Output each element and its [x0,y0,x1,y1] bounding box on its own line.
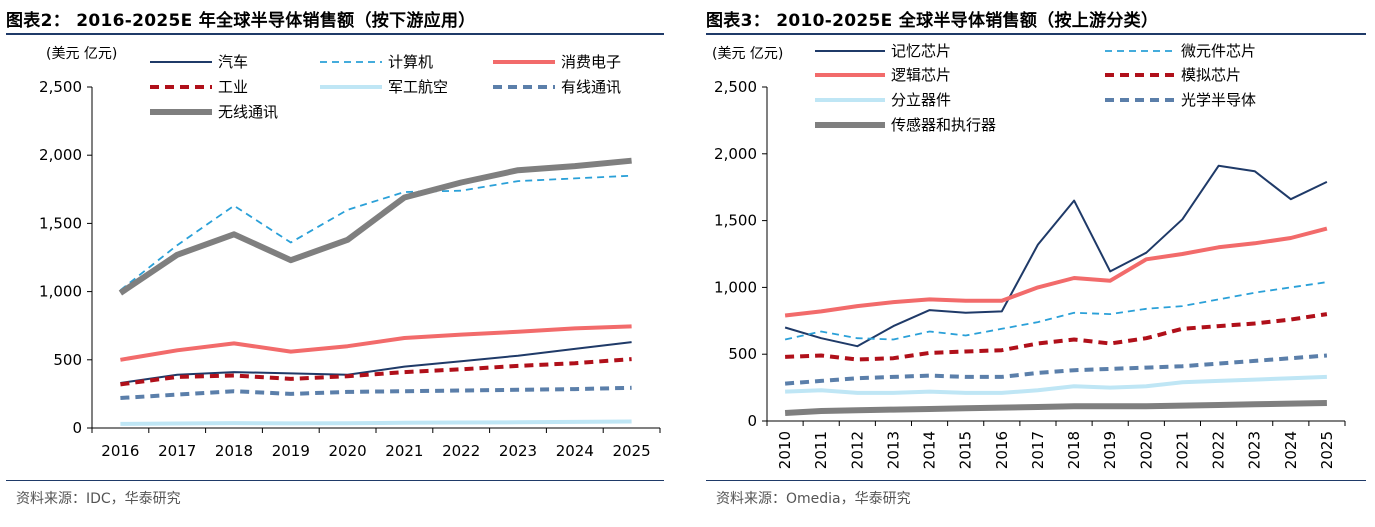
source-rule [6,480,664,481]
title-rule [706,33,1366,35]
x-tick-label: 2014 [921,431,939,469]
x-tick-label: 2016 [101,442,139,460]
legend-label: 无线通讯 [218,103,278,121]
y-tick-label: 0 [747,412,757,430]
x-tick-label: 2025 [613,442,651,460]
y-tick-label: 0 [72,419,82,437]
legend-label: 记忆芯片 [891,42,951,60]
x-tick-label: 2020 [329,442,367,460]
chart-title: 图表3： 2010-2025E 全球半导体销售额（按上游分类） [706,11,1159,31]
legend-label: 模拟芯片 [1181,66,1241,84]
y-tick-label: 1,000 [714,278,757,296]
plot-group: (美元 亿元) 0 500 1,000 1,500 2,000 2,500 2016 2017 2… [39,46,661,460]
series-line-1 [119,174,632,291]
series-line-1 [784,281,1328,341]
legend-label: 光学半导体 [1181,91,1256,109]
y-tick-label: 500 [53,351,82,369]
legend-label: 微元件芯片 [1181,42,1256,60]
legend-label: 分立器件 [891,91,951,109]
title-rule [6,33,664,35]
x-tick-label: 2019 [272,442,310,460]
series-line-4 [785,374,1327,395]
x-tick-label: 2023 [1246,431,1264,469]
x-tick-label: 2018 [215,442,253,460]
legend-label: 军工航空 [388,78,448,96]
line-chart-application: (美元 亿元) 0 500 1,000 1,500 2,000 2,500 2016 2017 2… [39,46,661,460]
chart-title: 图表2： 2016-2025E 年全球半导体销售额（按下游应用） [6,11,476,31]
x-tick-label: 2020 [1137,431,1155,469]
chart-panel-application: 图表2： 2016-2025E 年全球半导体销售额（按下游应用） (美元 亿元)… [0,0,670,527]
y-tick-label: 2,500 [39,78,82,96]
y-axis-label: (美元 亿元) [46,46,117,62]
legend-label: 汽车 [218,53,248,71]
legend-label: 传感器和执行器 [891,116,996,134]
y-tick-label: 2,000 [39,146,82,164]
x-tick-label: 2021 [385,442,423,460]
y-tick-label: 1,500 [714,212,757,230]
line-chart-upstream: (美元 亿元) 0 500 1,000 1,500 2,000 2,500 2010 2011 2… [712,42,1346,469]
legend-label: 消费电子 [561,53,621,71]
y-tick-label: 500 [728,345,757,363]
chart-panel-upstream: 图表3： 2010-2025E 全球半导体销售额（按上游分类） (美元 亿元) 0… [700,0,1375,527]
legend-label: 计算机 [388,53,433,71]
x-tick-label: 2023 [499,442,537,460]
source-rule [706,480,1366,481]
series-line-4 [120,419,632,426]
x-tick-label: 2025 [1318,431,1336,469]
series-line-6 [784,400,1327,416]
y-tick-label: 1,500 [39,214,82,232]
source-note: 资料来源：IDC，华泰研究 [16,491,181,507]
series-line-0 [120,341,632,384]
x-tick-label: 2010 [776,431,794,469]
x-tick-label: 2015 [957,431,975,469]
x-tick-label: 2018 [1065,431,1083,469]
y-tick-label: 1,000 [39,283,82,301]
series-line-5 [120,385,632,400]
x-tick-label: 2021 [1173,431,1191,469]
series-line-6 [118,157,632,296]
y-tick-label: 2,500 [714,78,757,96]
x-tick-label: 2022 [442,442,480,460]
x-tick-label: 2017 [1029,431,1047,469]
y-tick-label: 2,000 [714,145,757,163]
plot-group: (美元 亿元) 0 500 1,000 1,500 2,000 2,500 2010 2011 2… [712,42,1346,469]
x-tick-label: 2024 [556,442,594,460]
series-line-2 [120,324,632,362]
source-note: 资料来源：Omedia，华泰研究 [716,491,911,507]
series-line-2 [784,226,1328,318]
legend-label: 有线通讯 [561,78,621,96]
legend-label: 逻辑芯片 [891,66,951,84]
x-tick-label: 2013 [884,431,902,469]
series-line-3 [120,357,632,387]
series-line-5 [784,353,1328,386]
y-axis-label: (美元 亿元) [712,46,783,62]
series-line-0 [784,164,1328,348]
legend-label: 工业 [218,78,248,96]
x-tick-label: 2022 [1210,431,1228,469]
series-line-3 [785,312,1328,362]
x-tick-label: 2011 [812,431,830,469]
x-tick-label: 2016 [993,431,1011,469]
x-tick-label: 2017 [158,442,196,460]
x-tick-label: 2024 [1282,431,1300,469]
x-tick-label: 2012 [848,431,866,469]
x-tick-label: 2019 [1101,431,1119,469]
